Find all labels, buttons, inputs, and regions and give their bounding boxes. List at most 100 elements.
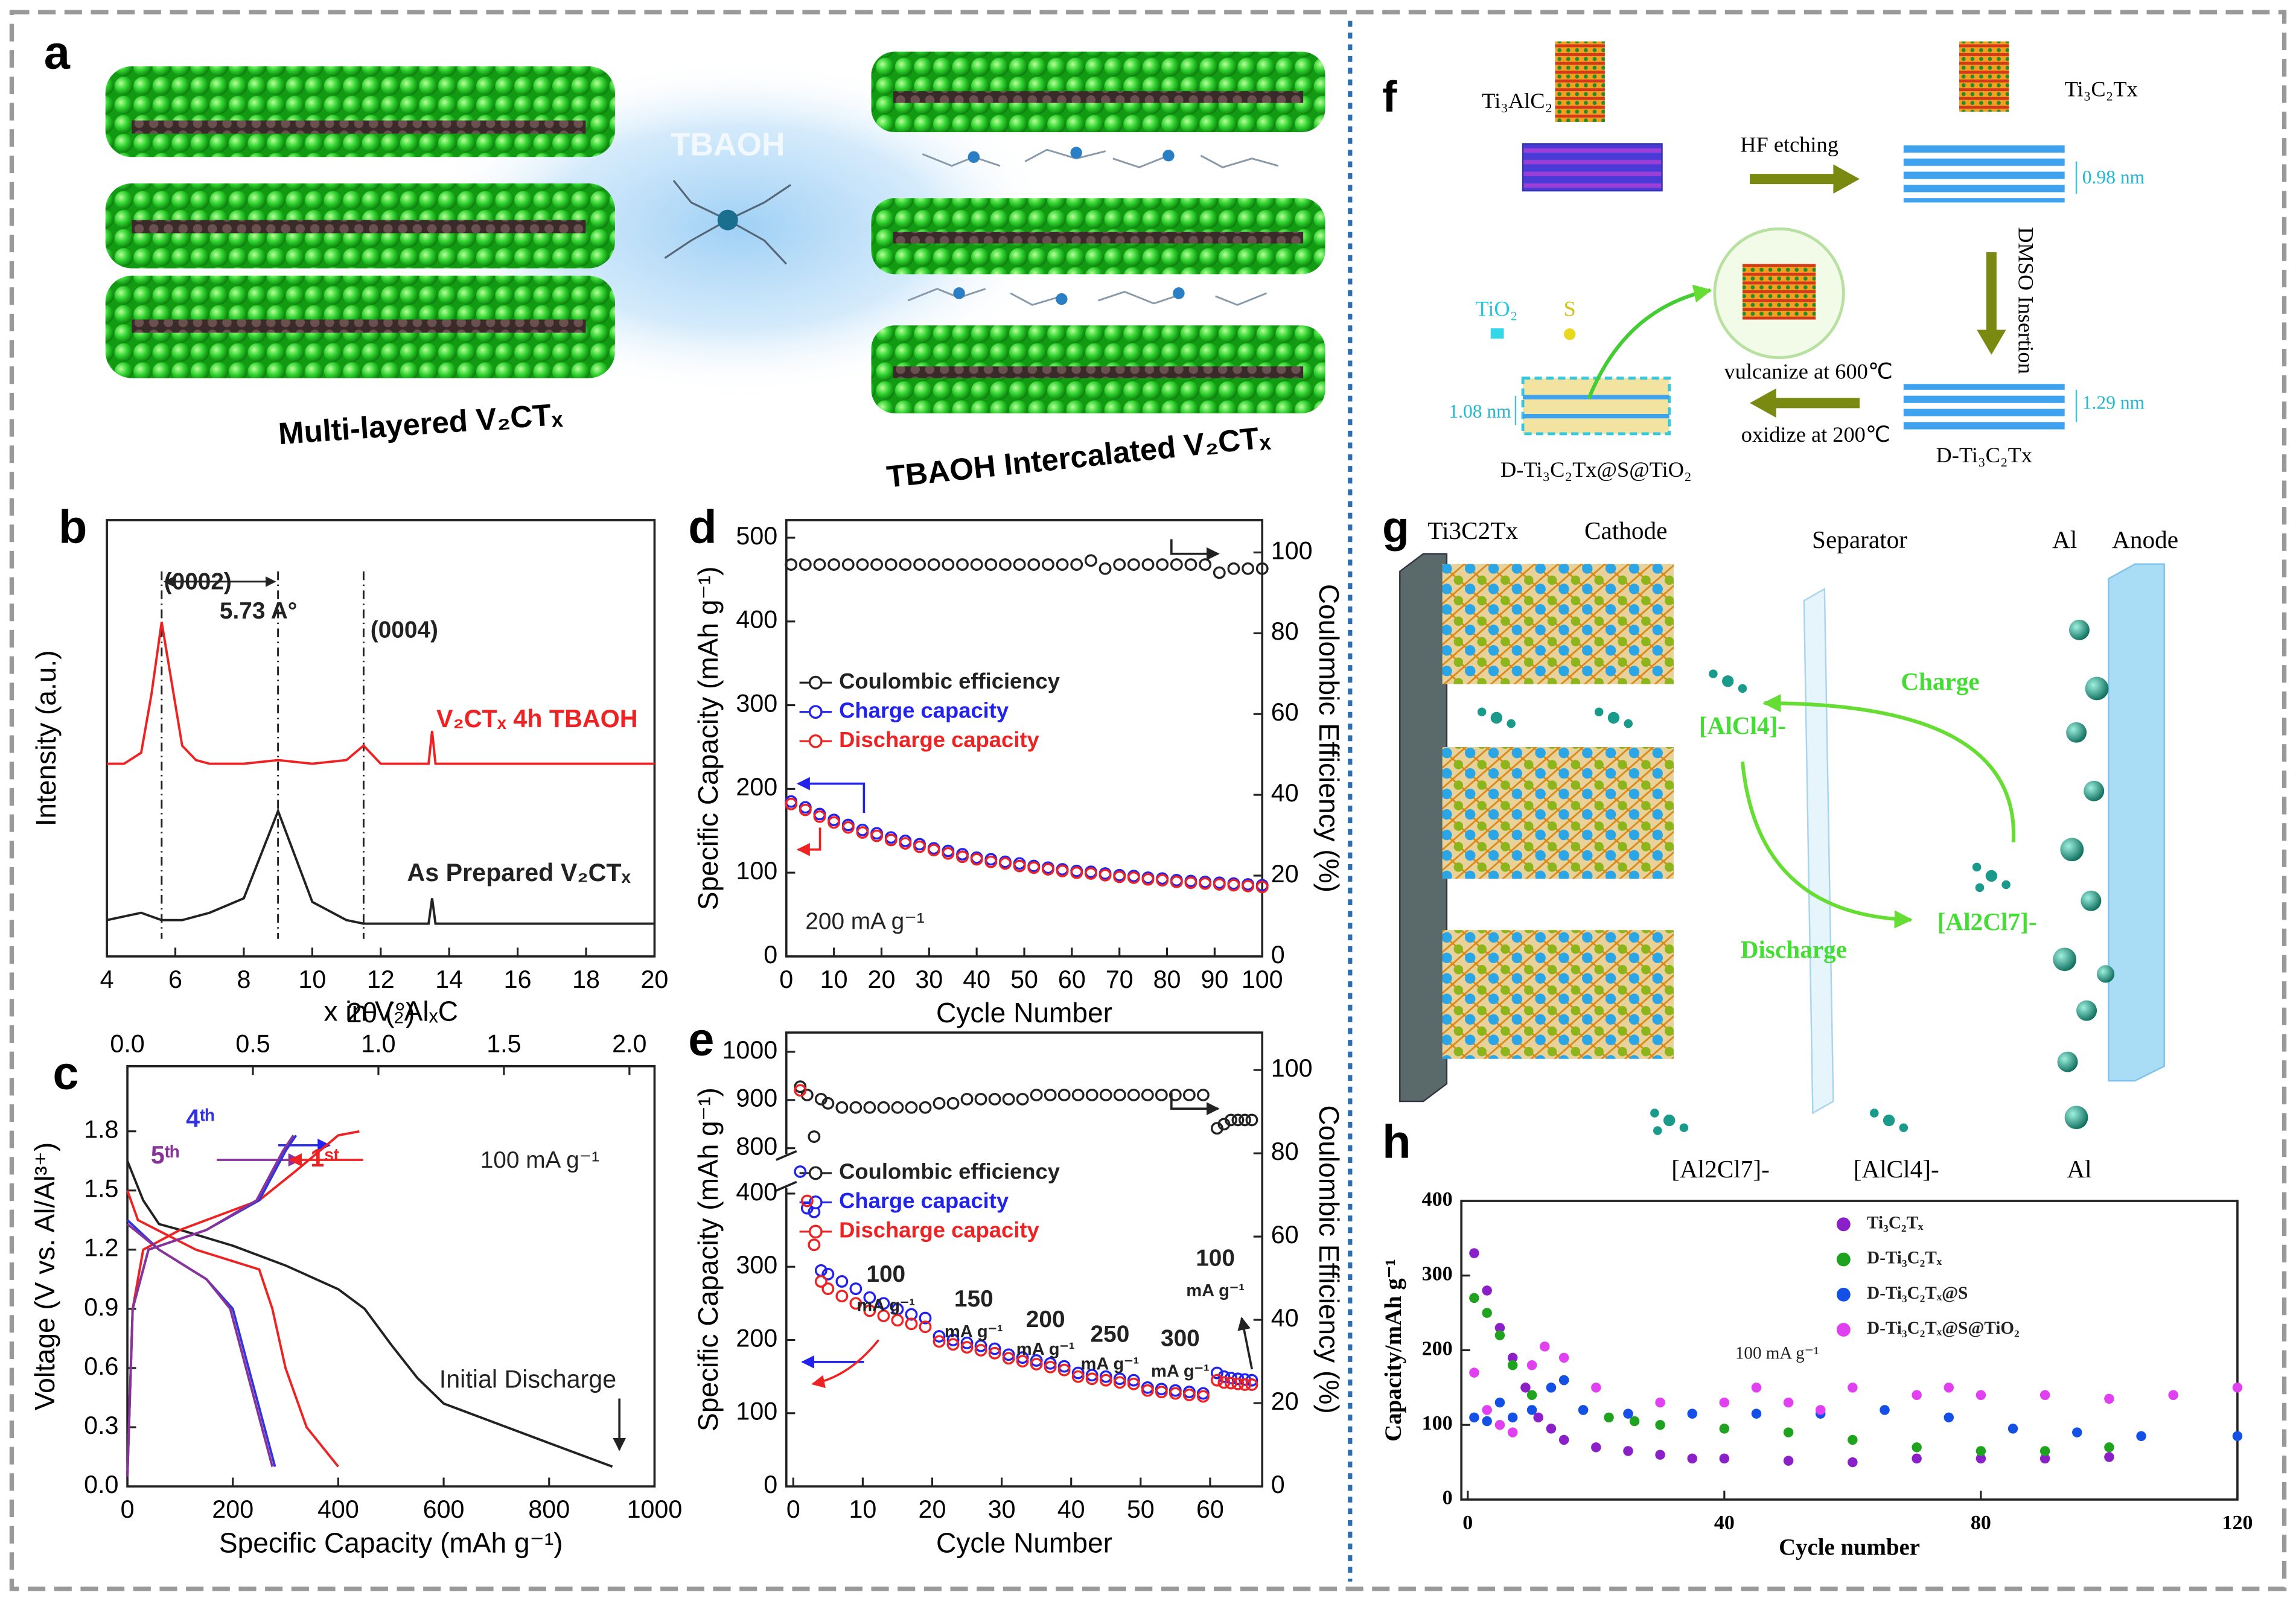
data-point [1141, 873, 1155, 886]
al-atoms [2053, 619, 2115, 1072]
data-point [2232, 1431, 2243, 1442]
data-point [1099, 1089, 1112, 1101]
multilayer-slabs [105, 66, 615, 378]
crystal [1959, 41, 2009, 112]
key-swatch [1490, 328, 1504, 339]
label: oxidize at 200℃ [1741, 422, 1890, 447]
data-point [856, 558, 869, 571]
data-point [1213, 878, 1226, 891]
data-point [1225, 1113, 1237, 1127]
data-point [1591, 1383, 1601, 1393]
data-point [1155, 1386, 1168, 1399]
data-point [835, 1275, 849, 1288]
annotation: 100 mA g⁻¹ [480, 1147, 599, 1173]
data-point [1156, 558, 1169, 571]
y2-tick-label: 0 [1271, 941, 1285, 969]
x-tick-label: 10 [298, 966, 326, 993]
data-point [1719, 1424, 1730, 1434]
data-point [1482, 1405, 1492, 1415]
x2-tick-label: 0.5 [235, 1030, 270, 1058]
data-point [2104, 1393, 2114, 1404]
data-point [1227, 879, 1240, 892]
data-point [813, 810, 826, 823]
data-point [1070, 558, 1083, 571]
annotation: mA g⁻¹ [1016, 1340, 1075, 1359]
y-axis-label: Intensity (a.u.) [30, 650, 62, 826]
legend-label: Coulombic efficiency [839, 1159, 1060, 1184]
legend-marker [808, 734, 823, 748]
data-point [933, 1335, 946, 1348]
data-point [794, 1165, 807, 1178]
data-point [988, 1346, 1001, 1360]
outer-border [9, 10, 2287, 1591]
x-tick-label: 120 [2222, 1512, 2253, 1534]
data-point [1071, 1370, 1085, 1383]
data-point [1141, 1089, 1154, 1101]
x-tick-label: 0 [779, 966, 793, 993]
x-tick-label: 30 [988, 1495, 1016, 1523]
legend-label: Ti₃C₂Tₓ [1867, 1214, 1924, 1233]
data-point [1482, 1308, 1492, 1318]
data-point [1184, 876, 1197, 890]
data-point [821, 1282, 835, 1296]
data-point [1013, 859, 1026, 873]
data-point [1225, 1377, 1237, 1390]
panel-label: g [1382, 503, 1409, 552]
x-tick-label: 90 [1201, 966, 1228, 993]
legend-label: D-Ti₃C₂Tₓ@S [1867, 1284, 1968, 1303]
data-point [1085, 1089, 1099, 1101]
label: S [1564, 296, 1576, 320]
block [1903, 384, 2065, 431]
x2-tick-label: 0.0 [110, 1030, 144, 1058]
y-tick-label: 200 [736, 1324, 777, 1352]
x-tick-label: 10 [820, 966, 848, 993]
data-point [1141, 558, 1155, 571]
y-tick-label: 0.9 [84, 1293, 118, 1321]
x-tick-label: 600 [423, 1495, 465, 1523]
annotation: 100 [866, 1261, 905, 1287]
annotation: 300 [1161, 1326, 1200, 1352]
data-point [1099, 562, 1112, 575]
data-point [1558, 1352, 1569, 1363]
annotation: 200 mA g⁻¹ [805, 908, 924, 934]
x-tick-label: 16 [504, 966, 532, 993]
data-point [1494, 1330, 1505, 1340]
y-tick-label: 400 [736, 606, 777, 634]
data-point [1084, 554, 1097, 567]
data-point [942, 558, 955, 571]
x2-axis-label: x in V₂AlₓC [324, 996, 458, 1027]
label: Separator [1812, 526, 1907, 553]
legend-label: Al [2067, 1155, 2091, 1183]
label: TiO₂ [1475, 296, 1517, 320]
data-point [2039, 1446, 2050, 1456]
x-tick-label: 20 [640, 966, 668, 993]
data-point [1182, 1089, 1196, 1101]
x-tick-label: 40 [1714, 1512, 1735, 1534]
data-point [1056, 558, 1069, 571]
data-point [2104, 1442, 2114, 1453]
data-point [1526, 1405, 1537, 1415]
label: 1.29 nm [2082, 392, 2145, 413]
data-point [984, 558, 998, 571]
data-point [1231, 1113, 1245, 1127]
charts: b 4 6 8 10 12 14 16 18 20 2θ (°) Intensity (a.u.) V₂… [29, 501, 2253, 1560]
y-axis-label: Capacity/mAh g⁻¹ [1380, 1259, 1406, 1442]
data-point [1231, 1377, 1245, 1390]
panel-label: e [688, 1014, 714, 1066]
data-point [877, 1310, 890, 1322]
data-point [1976, 1453, 1986, 1464]
y-tick-label: 300 [736, 1251, 777, 1279]
data-point [835, 1290, 849, 1303]
data-point [1113, 870, 1126, 883]
data-point [1507, 1352, 1518, 1363]
annotation: mA g⁻¹ [1151, 1362, 1210, 1381]
x-tick-label: 14 [435, 966, 463, 993]
data-point [933, 1329, 946, 1343]
data-point [1041, 558, 1054, 571]
data-point [870, 829, 884, 842]
legend-marker [808, 675, 823, 690]
data-point [1540, 1342, 1550, 1352]
y2-axis-label: Coulombic Efficiency (%) [1313, 584, 1345, 893]
annotation: 5.73 A° [220, 598, 297, 624]
x-tick-label: 20 [868, 966, 896, 993]
